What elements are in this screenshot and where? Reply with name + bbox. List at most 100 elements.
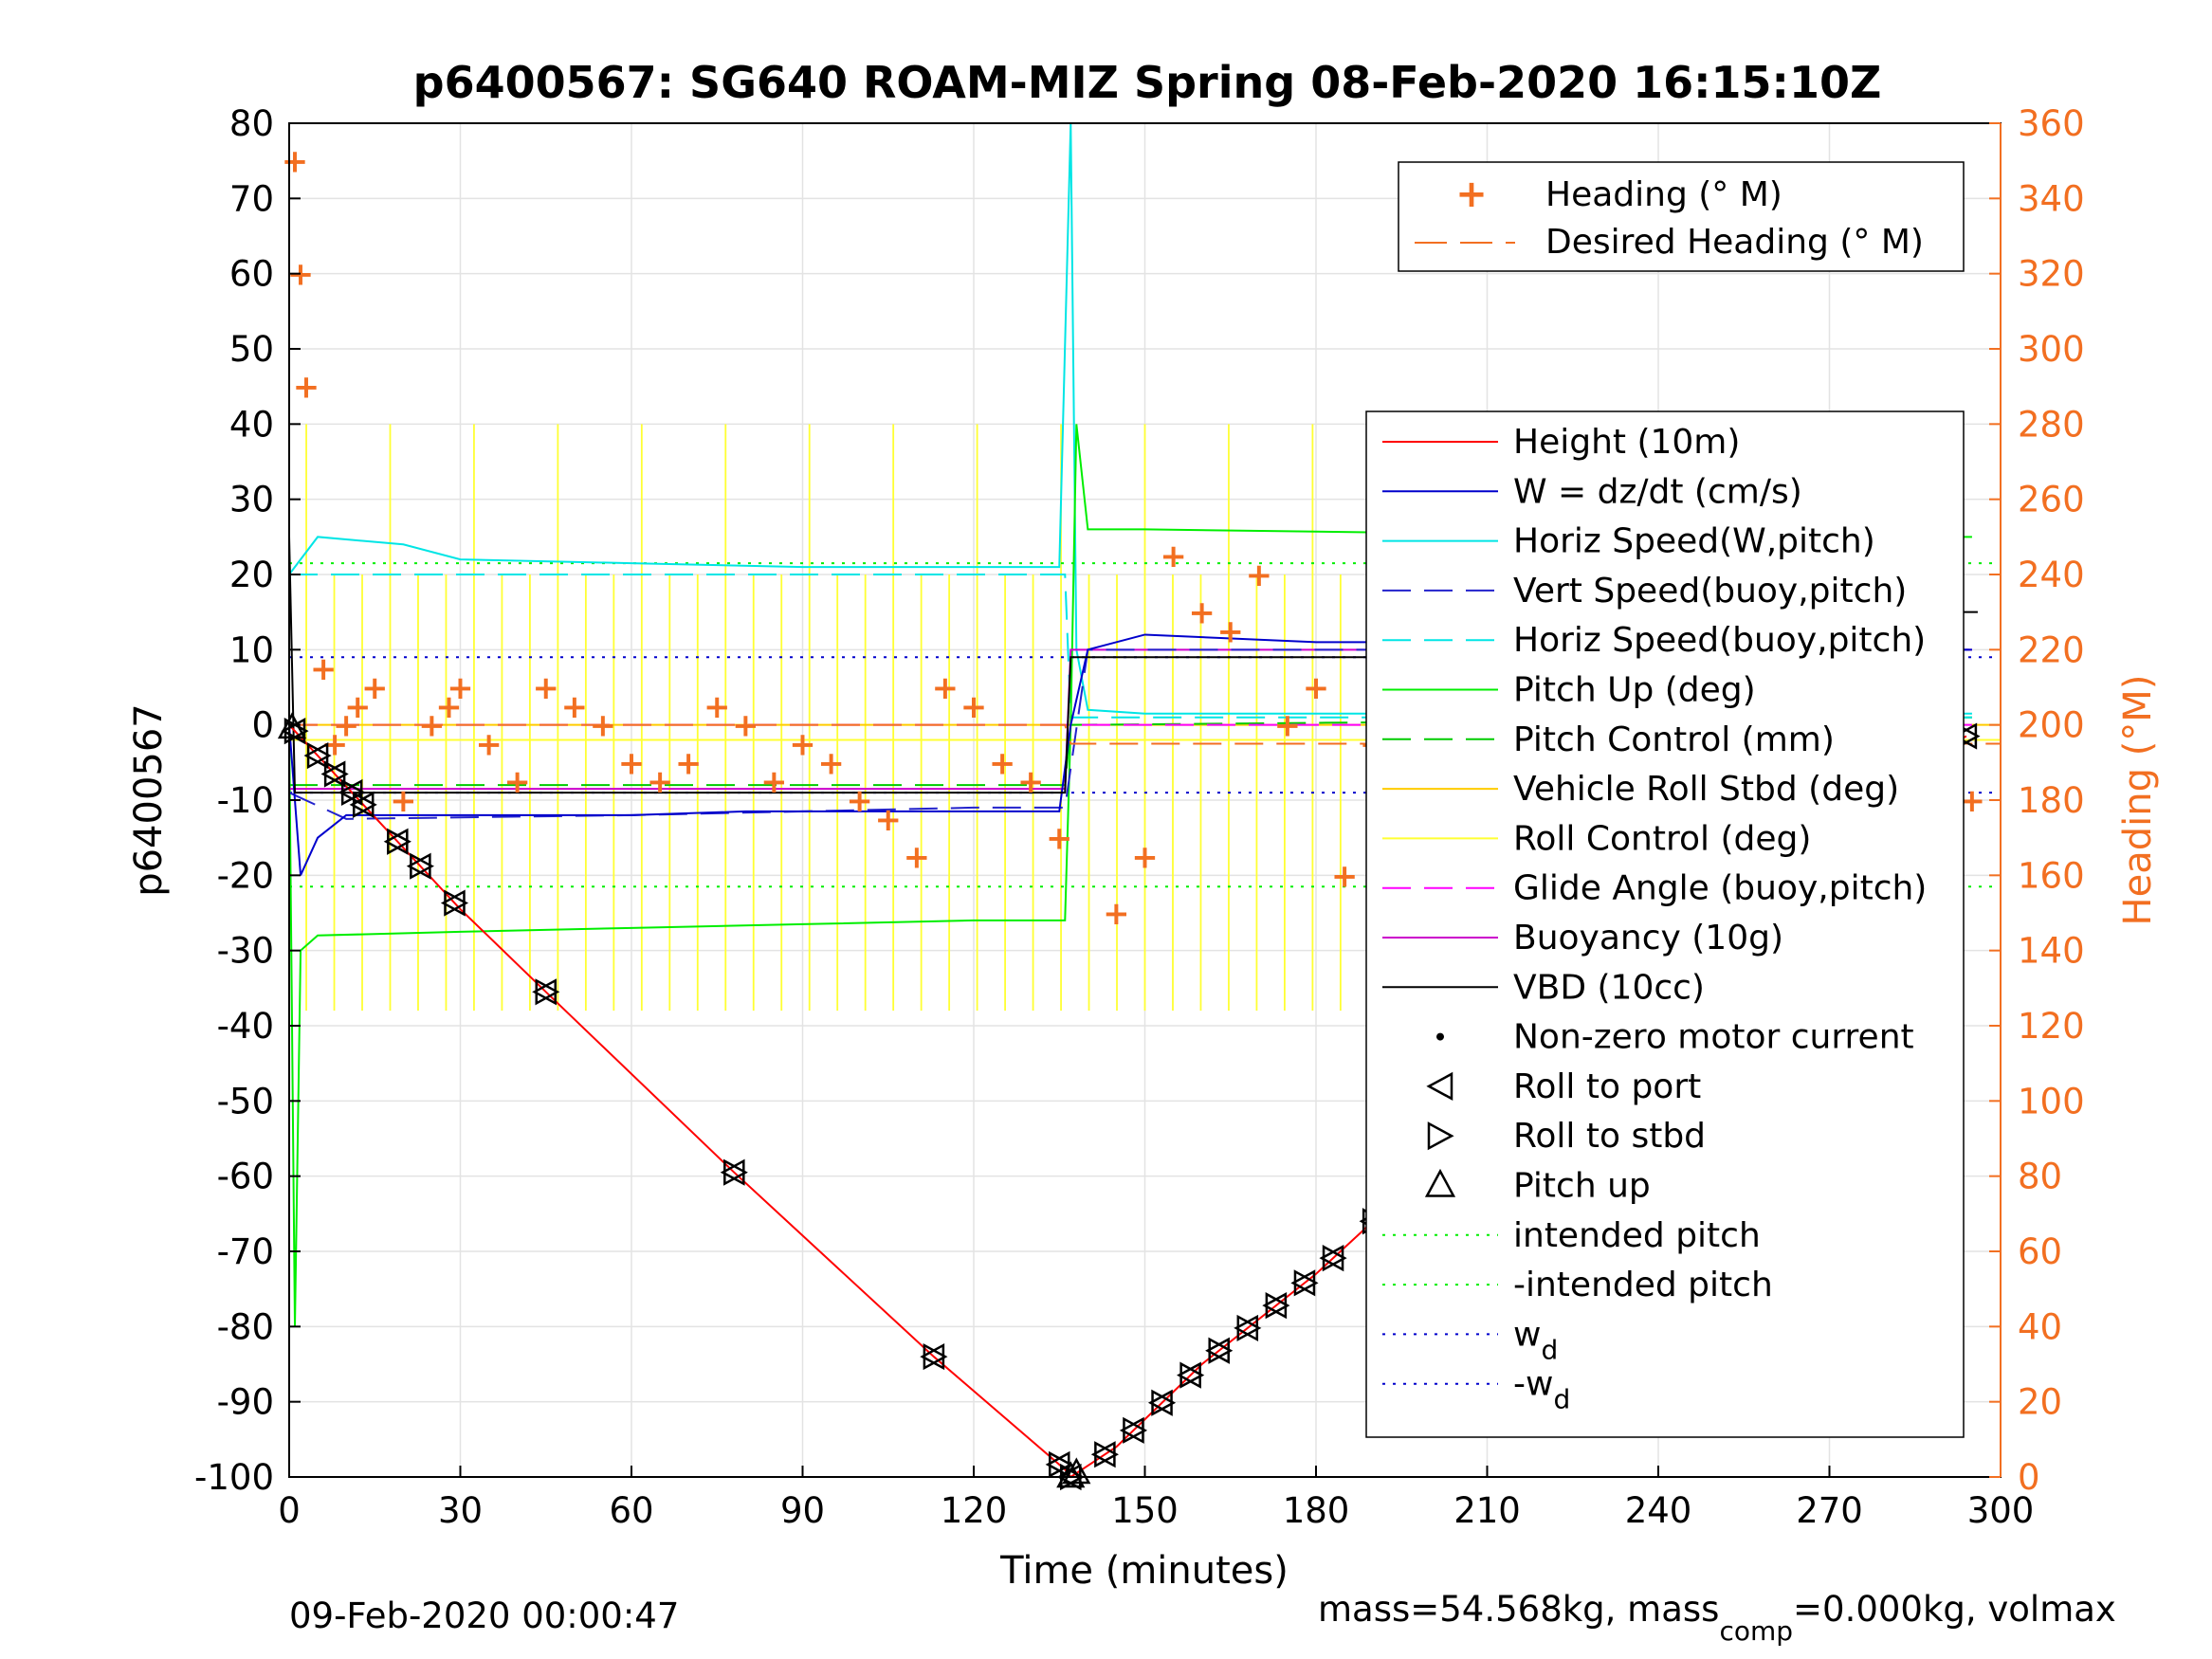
- legend-entry-text: Height (10m): [1513, 423, 1740, 462]
- heading-point: +: [310, 650, 338, 688]
- y-tick-label: -20: [217, 855, 274, 896]
- heading-point: +: [418, 707, 446, 745]
- pitch-control-series: [289, 716, 1972, 787]
- roll-stbd-marker: [1265, 1292, 1290, 1320]
- legend-entry-label: W = dz/dt (cm/s): [1513, 472, 1802, 511]
- y2-tick-label: 340: [2018, 178, 2085, 219]
- heading-point: +: [846, 782, 873, 820]
- pitch-up-marker: [1056, 1461, 1086, 1488]
- roll-stbd-marker: [410, 852, 434, 880]
- footer-date: 09-Feb-2020 00:00:47: [289, 1595, 679, 1636]
- y-tick-label: -40: [217, 1006, 274, 1047]
- legend-entry-text: Buoyancy (10g): [1513, 919, 1783, 957]
- legend-entry-text: W = dz/dt (cm/s): [1513, 472, 1802, 511]
- legend-entry-text: Pitch up: [1513, 1167, 1651, 1206]
- y-tick-label: 30: [229, 480, 274, 520]
- roll-stbd-marker: [1151, 1389, 1177, 1416]
- y2-tick-label: 100: [2018, 1081, 2085, 1121]
- x-tick-label: 60: [609, 1490, 653, 1531]
- legend-entry-text: w: [1513, 1315, 1541, 1354]
- horiz-speed-buoy-series: [289, 574, 1972, 719]
- heading-point: +: [875, 801, 903, 839]
- legend-up-triangle-icon: [1424, 1168, 1456, 1197]
- legend-entry-label: Non-zero motor current: [1513, 1018, 1914, 1057]
- roll-stbd-marker: [444, 889, 469, 917]
- y2-tick-label: 60: [2018, 1231, 2062, 1272]
- legend-entry-label: Horiz Speed(W,pitch): [1513, 522, 1875, 561]
- y-tick-label: 20: [229, 555, 274, 595]
- pitch-up-series: [288, 424, 1972, 1327]
- heading-point: +: [1303, 669, 1330, 707]
- y-tick-label: 70: [229, 178, 274, 219]
- y-tick-label: -30: [217, 931, 274, 972]
- legend-entry-text: Horiz Speed(buoy,pitch): [1513, 621, 1926, 660]
- heading-point: +: [904, 839, 931, 877]
- legend-entry-text: Glide Angle (buoy,pitch): [1513, 869, 1927, 908]
- legend-heading-label: Heading (° M): [1545, 175, 1782, 214]
- y2-axis-label: Heading (°M): [2116, 675, 2160, 926]
- heading-point: +: [675, 744, 703, 782]
- legend-heading: + Heading (° M) Desired Heading (° M): [1398, 161, 1965, 272]
- y-tick-label: 40: [229, 404, 274, 445]
- legend-entry-label: VBD (10cc): [1513, 968, 1705, 1007]
- roll-stbd-marker: [723, 1158, 748, 1186]
- legend-dot-icon: [1436, 1032, 1444, 1041]
- x-tick-label: 30: [438, 1490, 483, 1531]
- y-tick-label: 50: [229, 329, 274, 370]
- roll-stbd-marker: [1293, 1269, 1319, 1297]
- legend-heading-marker-icon: +: [1455, 173, 1488, 216]
- roll-stbd-marker: [1208, 1337, 1234, 1364]
- y-tick-label: 0: [251, 705, 274, 746]
- heading-point: +: [989, 744, 1016, 782]
- heading-point: +: [618, 744, 646, 782]
- x-tick-label: 300: [1967, 1490, 2035, 1531]
- legend-entry-label: Vehicle Roll Stbd (deg): [1513, 770, 1899, 809]
- y2-tick-label: 240: [2018, 555, 2085, 595]
- y-tick-label: 80: [229, 103, 274, 144]
- y-tick-label: -90: [217, 1382, 274, 1423]
- heading-point: +: [817, 744, 845, 782]
- y2-tick-label: 140: [2018, 931, 2085, 972]
- axes: 0 30 60 90 120 150 180 210 240 270 300807060504030…: [194, 103, 2085, 1531]
- legend-entry-label: Height (10m): [1513, 423, 1740, 462]
- y-tick-label: -60: [217, 1157, 274, 1197]
- heading-point: +: [282, 143, 309, 181]
- legend-entry-text: Horiz Speed(W,pitch): [1513, 522, 1875, 561]
- legend-entry-subscript: d: [1553, 1384, 1570, 1415]
- heading-point: +: [760, 763, 788, 801]
- legend-left-triangle-icon: [1426, 1071, 1453, 1101]
- legend-series: Height (10m) W = dz/dt (cm/s) Horiz Speed(…: [1365, 410, 1965, 1438]
- x-tick-label: 120: [941, 1490, 1008, 1531]
- legend-entry-label: Pitch Control (mm): [1513, 720, 1835, 759]
- roll-stbd-marker: [1094, 1441, 1119, 1468]
- heading-point: +: [390, 782, 417, 820]
- legend-entry-text: Vehicle Roll Stbd (deg): [1513, 770, 1899, 809]
- legend-entry-label: Vert Speed(buoy,pitch): [1513, 572, 1907, 611]
- y2-tick-label: 280: [2018, 404, 2085, 445]
- heading-point: +: [1331, 857, 1359, 895]
- y-tick-label: -10: [217, 780, 274, 821]
- y-tick-label: -100: [194, 1457, 274, 1498]
- legend-entry-text: Pitch Up (deg): [1513, 671, 1756, 710]
- heading-point: +: [1274, 707, 1302, 745]
- legend-entry-text: Vert Speed(buoy,pitch): [1513, 572, 1907, 611]
- x-tick-label: 210: [1453, 1490, 1521, 1531]
- legend-entry-label: Roll to port: [1513, 1067, 1701, 1106]
- legend-entry-text: Roll to port: [1513, 1067, 1701, 1106]
- x-tick-label: 0: [278, 1490, 301, 1531]
- heading-point: +: [1188, 594, 1216, 632]
- legend-entry-text: -w: [1513, 1365, 1553, 1404]
- roll-stbd-marker: [306, 741, 332, 770]
- legend-entry-subscript: d: [1541, 1334, 1558, 1365]
- y2-tick-label: 220: [2018, 629, 2085, 670]
- roll-stbd-marker: [1179, 1361, 1205, 1389]
- roll-stbd-marker: [387, 828, 411, 855]
- x-tick-label: 90: [780, 1490, 825, 1531]
- legend-entry-text: Non-zero motor current: [1513, 1018, 1914, 1057]
- heading-point: +: [1160, 538, 1187, 575]
- footer-mass: mass=54.568kg, masscomp=0.000kg, volmax: [1318, 1589, 2116, 1647]
- y-tick-label: -80: [217, 1306, 274, 1347]
- heading-point: +: [1131, 839, 1159, 877]
- heading-point: +: [1046, 820, 1073, 858]
- legend-entry-label: Pitch Up (deg): [1513, 671, 1756, 710]
